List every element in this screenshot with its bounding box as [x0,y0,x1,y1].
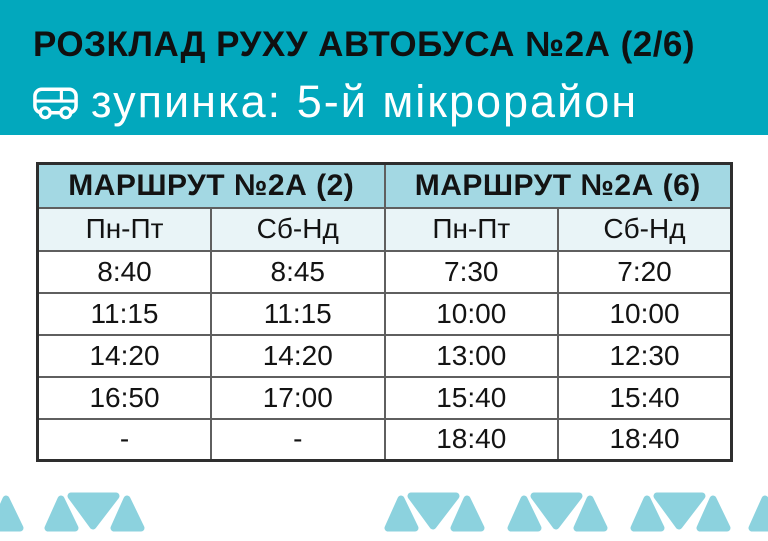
time-cell: 8:40 [36,249,212,294]
day-header: Сб-Нд [557,206,733,252]
stop-row: зупинка: 5-й мікрорайон [32,76,638,128]
time-cell: 7:30 [383,249,559,294]
time-cell: 7:20 [557,249,733,294]
time-cell: - [210,417,386,462]
time-cell: 15:40 [557,375,733,420]
time-cell: 12:30 [557,333,733,378]
table-row: 11:15 11:15 10:00 10:00 [36,291,733,336]
time-cell: 14:20 [210,333,386,378]
time-cell: - [36,417,212,462]
day-header: Пн-Пт [36,206,212,252]
table-row: 16:50 17:00 15:40 15:40 [36,375,733,420]
time-cell: 8:45 [210,249,386,294]
table-row: - - 18:40 18:40 [36,417,733,462]
time-cell: 18:40 [383,417,559,462]
bus-icon [33,87,78,120]
time-cell: 13:00 [383,333,559,378]
route-header-2: МАРШРУТ №2А (2) [36,162,386,209]
time-cell: 11:15 [36,291,212,336]
bus-schedule-table: МАРШРУТ №2А (2) МАРШРУТ №2А (6) Пн-Пт Сб… [36,162,733,462]
header-banner: РОЗКЛАД РУХУ АВТОБУСА №2А (2/6) зупинка:… [0,0,768,135]
time-cell: 15:40 [383,375,559,420]
time-cell: 10:00 [383,291,559,336]
time-cell: 14:20 [36,333,212,378]
day-header-row: Пн-Пт Сб-Нд Пн-Пт Сб-Нд [36,206,733,252]
table-row: 14:20 14:20 13:00 12:30 [36,333,733,378]
time-cell: 11:15 [210,291,386,336]
day-header: Сб-Нд [210,206,386,252]
route-header-6: МАРШРУТ №2А (6) [383,162,733,209]
triangle-pattern [0,491,768,535]
time-cell: 17:00 [210,375,386,420]
day-header: Пн-Пт [383,206,559,252]
time-cell: 10:00 [557,291,733,336]
route-header-row: МАРШРУТ №2А (2) МАРШРУТ №2А (6) [36,162,733,209]
table-row: 8:40 8:45 7:30 7:20 [36,249,733,294]
time-cell: 16:50 [36,375,212,420]
stop-name-label: зупинка: 5-й мікрорайон [91,76,639,127]
page-title: РОЗКЛАД РУХУ АВТОБУСА №2А (2/6) [33,25,696,64]
time-cell: 18:40 [557,417,733,462]
